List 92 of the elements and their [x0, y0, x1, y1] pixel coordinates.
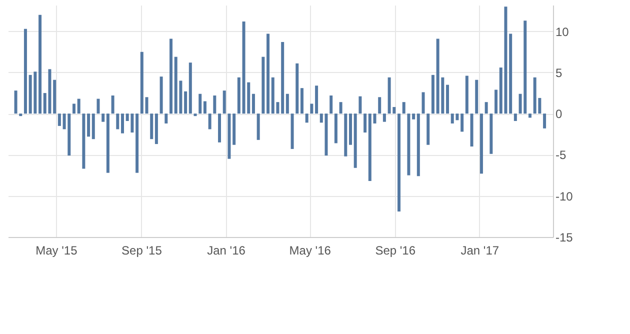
bar [87, 114, 90, 137]
bar [354, 114, 357, 168]
bar [296, 63, 299, 114]
bar [154, 114, 158, 144]
bar [256, 114, 260, 140]
bar [164, 114, 168, 124]
bar [281, 42, 284, 114]
bar [237, 77, 240, 114]
bar [145, 97, 148, 114]
x-tick-label: Sep '15 [122, 244, 162, 258]
y-tick-label: 0 [556, 107, 562, 122]
bar [14, 90, 18, 114]
bar [422, 92, 425, 114]
bar [111, 95, 114, 114]
bar [218, 114, 222, 142]
bar [348, 114, 352, 145]
bar [92, 114, 95, 140]
y-tick-label: 10 [556, 24, 570, 39]
bar [358, 96, 362, 114]
bar [484, 102, 488, 114]
bar [170, 38, 173, 114]
x-tick-label: Jan '16 [207, 244, 246, 258]
bar [412, 114, 416, 120]
bar [364, 114, 367, 133]
bar [222, 90, 226, 114]
bar [378, 97, 382, 114]
bar [203, 101, 206, 114]
bar [382, 114, 386, 122]
bar [344, 114, 348, 156]
bar [213, 95, 216, 114]
bar [208, 114, 212, 130]
bar [150, 114, 154, 140]
bar [252, 94, 255, 114]
bar [490, 114, 493, 154]
bar [431, 74, 434, 114]
bar [184, 91, 188, 114]
bar [102, 114, 105, 122]
bar [290, 114, 294, 149]
bar [330, 95, 333, 114]
bar [228, 114, 231, 159]
bar [116, 114, 120, 130]
bar [446, 84, 450, 114]
x-tick-label: May '15 [36, 244, 78, 258]
bar [480, 114, 483, 174]
bar [136, 114, 139, 173]
x-tick-label: Sep '16 [375, 244, 416, 258]
bar [24, 28, 27, 114]
bar [470, 114, 474, 147]
bar [72, 104, 76, 114]
bar [160, 76, 163, 114]
bar [53, 80, 56, 114]
bar [266, 34, 270, 114]
y-tick-label: -5 [556, 148, 566, 162]
x-tick-label: Jan '17 [460, 244, 500, 258]
bar [509, 34, 512, 114]
bar [543, 114, 546, 128]
bar [475, 80, 478, 114]
bar [465, 76, 468, 114]
bar [460, 114, 464, 132]
bar [58, 114, 61, 126]
bar [286, 94, 289, 114]
bar [120, 114, 124, 134]
bar [106, 114, 110, 173]
bar [402, 102, 406, 114]
bar [232, 114, 236, 145]
bar [315, 86, 318, 114]
bar [494, 90, 498, 114]
bar [426, 114, 430, 145]
bar [77, 98, 80, 114]
x-tick-label: May '16 [289, 244, 332, 258]
bar [38, 14, 42, 114]
bar [398, 114, 401, 212]
bar [300, 88, 304, 114]
bar [407, 114, 410, 176]
bar [339, 102, 342, 114]
bar [96, 98, 100, 114]
bar [305, 114, 308, 123]
bar [19, 114, 22, 116]
bar [310, 104, 314, 114]
bar [514, 114, 517, 121]
bar [334, 114, 338, 144]
y-tick-label: -10 [556, 189, 574, 204]
bar [140, 52, 144, 114]
y-tick-label: -15 [556, 230, 574, 244]
bar [262, 56, 265, 114]
bar [528, 114, 532, 118]
bar [188, 62, 192, 114]
y-tick-label: 5 [556, 66, 562, 80]
bar [194, 114, 197, 116]
bar [82, 114, 86, 169]
bar [416, 114, 420, 176]
bar [198, 94, 202, 114]
